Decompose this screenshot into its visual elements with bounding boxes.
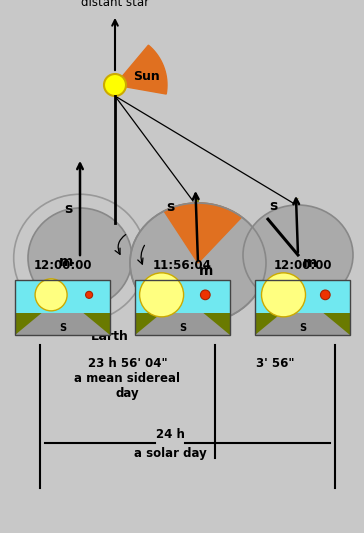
Text: Earth: Earth xyxy=(91,330,129,343)
Text: S: S xyxy=(179,323,186,333)
Circle shape xyxy=(201,290,210,300)
Text: s: s xyxy=(269,199,277,213)
Bar xyxy=(255,280,350,313)
Polygon shape xyxy=(164,203,242,263)
Text: S: S xyxy=(299,323,306,333)
Polygon shape xyxy=(255,313,350,335)
Text: 11:56:04: 11:56:04 xyxy=(153,259,212,272)
Bar xyxy=(135,280,230,313)
Text: s: s xyxy=(166,200,174,214)
Text: 12:00:00: 12:00:00 xyxy=(33,259,92,272)
Text: a solar day: a solar day xyxy=(134,447,206,460)
Text: s: s xyxy=(64,202,72,216)
Polygon shape xyxy=(115,45,167,94)
Text: m: m xyxy=(59,255,73,269)
Text: m: m xyxy=(303,256,317,270)
Circle shape xyxy=(35,279,67,311)
Polygon shape xyxy=(135,313,230,335)
Ellipse shape xyxy=(243,205,353,305)
Text: m: m xyxy=(199,264,213,278)
Text: 23 h 56' 04": 23 h 56' 04" xyxy=(88,357,167,370)
Text: 24 h: 24 h xyxy=(155,428,185,441)
Circle shape xyxy=(140,273,183,317)
Circle shape xyxy=(104,74,126,96)
Text: 3' 56": 3' 56" xyxy=(256,357,294,370)
Bar xyxy=(135,280,230,335)
Bar xyxy=(135,313,230,335)
Ellipse shape xyxy=(130,203,266,323)
Bar xyxy=(15,280,110,313)
Text: Sun: Sun xyxy=(133,70,160,84)
Circle shape xyxy=(86,292,92,298)
Circle shape xyxy=(261,273,305,317)
Bar xyxy=(15,280,110,335)
Text: S: S xyxy=(59,323,66,333)
Polygon shape xyxy=(15,313,110,335)
Bar xyxy=(255,280,350,335)
Text: distant star: distant star xyxy=(81,0,149,9)
Circle shape xyxy=(320,290,330,300)
Bar xyxy=(255,313,350,335)
Ellipse shape xyxy=(28,208,132,308)
Text: 12:00:00: 12:00:00 xyxy=(273,259,332,272)
Text: a mean sidereal: a mean sidereal xyxy=(75,372,181,385)
Bar xyxy=(15,313,110,335)
Text: day: day xyxy=(116,387,139,400)
